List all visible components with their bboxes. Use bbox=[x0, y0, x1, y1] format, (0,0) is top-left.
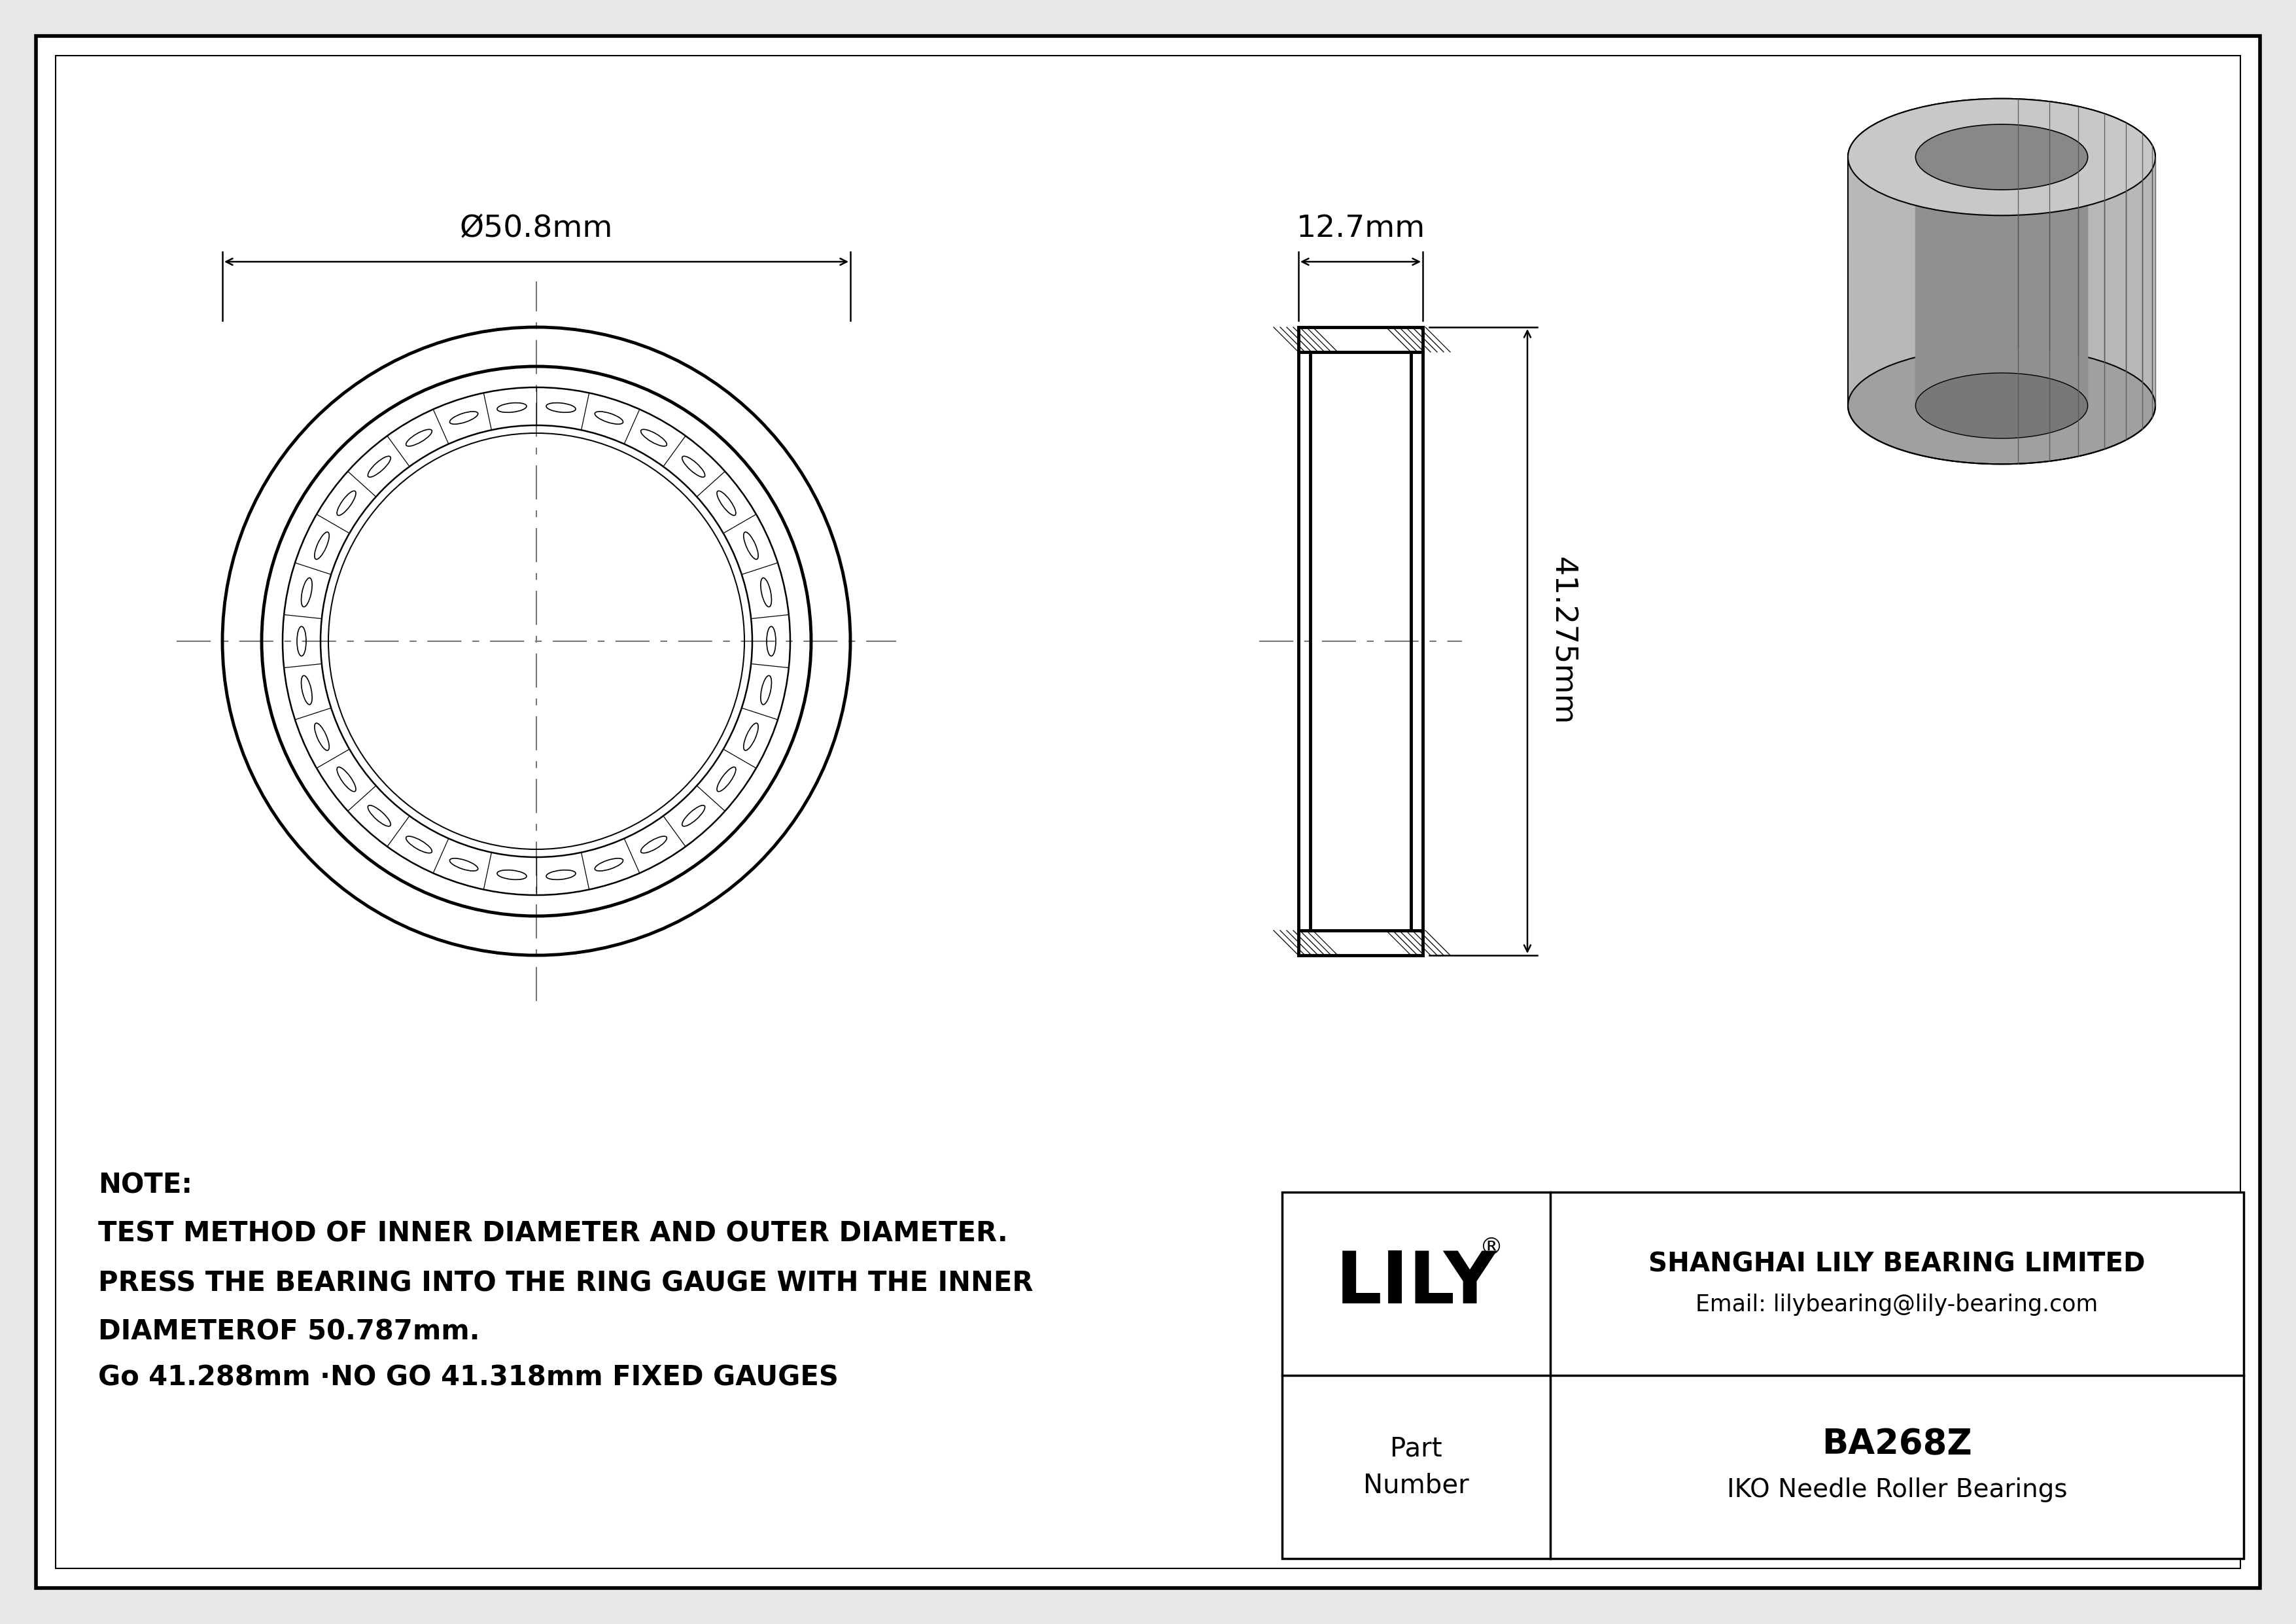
Text: NOTE:: NOTE: bbox=[99, 1171, 193, 1199]
Text: Go 41.288mm ·NO GO 41.318mm FIXED GAUGES: Go 41.288mm ·NO GO 41.318mm FIXED GAUGES bbox=[99, 1364, 838, 1392]
Ellipse shape bbox=[1848, 99, 2156, 216]
Text: Ø50.8mm: Ø50.8mm bbox=[459, 214, 613, 244]
Circle shape bbox=[223, 326, 850, 955]
Ellipse shape bbox=[1915, 125, 2087, 190]
Polygon shape bbox=[1848, 99, 2156, 464]
Polygon shape bbox=[1915, 125, 2087, 438]
Text: ®: ® bbox=[1479, 1236, 1504, 1259]
Text: 41.275mm: 41.275mm bbox=[1548, 557, 1577, 726]
Text: Email: lilybearing@lily-bearing.com: Email: lilybearing@lily-bearing.com bbox=[1697, 1294, 2099, 1315]
Text: Number: Number bbox=[1364, 1473, 1469, 1499]
Text: 12.7mm: 12.7mm bbox=[1295, 214, 1426, 244]
Text: IKO Needle Roller Bearings: IKO Needle Roller Bearings bbox=[1727, 1478, 2066, 1502]
Text: BA268Z: BA268Z bbox=[1823, 1427, 1972, 1462]
Text: DIAMETEROF 50.787mm.: DIAMETEROF 50.787mm. bbox=[99, 1319, 480, 1346]
Text: PRESS THE BEARING INTO THE RING GAUGE WITH THE INNER: PRESS THE BEARING INTO THE RING GAUGE WI… bbox=[99, 1270, 1033, 1298]
Text: LILY: LILY bbox=[1336, 1249, 1497, 1319]
Text: Part: Part bbox=[1389, 1436, 1442, 1462]
Text: SHANGHAI LILY BEARING LIMITED: SHANGHAI LILY BEARING LIMITED bbox=[1649, 1250, 2144, 1276]
Bar bbox=[1300, 326, 1424, 955]
Text: TEST METHOD OF INNER DIAMETER AND OUTER DIAMETER.: TEST METHOD OF INNER DIAMETER AND OUTER … bbox=[99, 1220, 1008, 1247]
Bar bbox=[1281, 1192, 2243, 1559]
Circle shape bbox=[328, 434, 744, 849]
Ellipse shape bbox=[1848, 348, 2156, 464]
Ellipse shape bbox=[1915, 374, 2087, 438]
